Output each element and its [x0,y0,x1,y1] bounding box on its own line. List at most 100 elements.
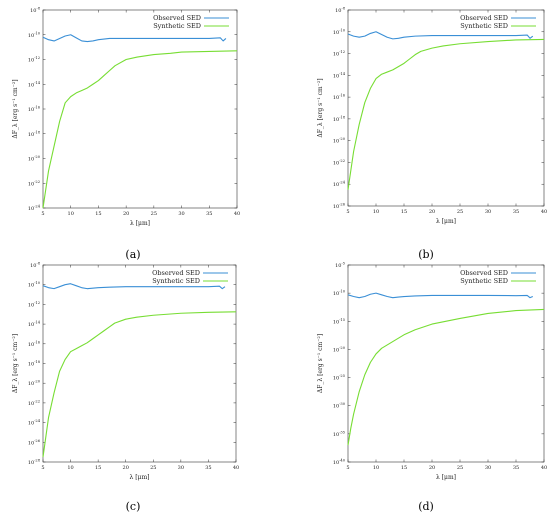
y-tick-exponent: -8 [36,262,40,266]
x-tick-label: 35 [513,465,519,471]
y-tick-exponent: -18 [339,115,346,119]
y-tick-label: 10-14 [333,72,346,80]
y-tick-exponent: -20 [34,380,41,384]
plot-frame [42,264,237,463]
y-tick-label: 10-18 [333,115,346,123]
y-tick-exponent: -16 [34,340,41,344]
x-tick-label: 20 [429,209,435,215]
panel-caption: (b) [418,248,434,261]
series-line-observed [42,34,227,43]
x-tick-label: 10 [373,209,379,215]
x-axis-label: λ [μm] [130,474,150,481]
y-tick-exponent: -10 [34,31,41,35]
y-tick-exponent: -5 [341,262,345,266]
series-line-synthetic [347,38,545,190]
y-tick-exponent: -16 [339,94,346,98]
y-tick-exponent: -20 [339,346,346,350]
y-tick-label: 10-22 [333,159,345,167]
legend-label: Synthetic SED [460,277,508,285]
x-tick-label: 30 [485,465,491,471]
x-tick-label: 25 [150,465,156,471]
series-line-synthetic [347,308,545,446]
x-tick-label: 25 [457,209,463,215]
x-tick-label: 35 [513,209,519,215]
y-tick-label: 10-30 [333,402,346,410]
chart-panel-1: 5 10 15 20 25 30 35 40 10-24 10-22 10-20 10-18 10-16… [12,7,240,262]
x-tick-label: 35 [205,465,211,471]
x-tick-label: 20 [123,211,129,217]
y-tick-label: 10-28 [28,459,41,467]
x-tick-label: 5 [41,211,44,217]
y-tick-label: 10-10 [333,290,346,298]
x-tick-label: 25 [457,465,463,471]
y-tick-exponent: -18 [34,130,41,134]
y-tick-label: 10-22 [28,180,40,188]
y-tick-exponent: -24 [34,419,41,423]
y-tick-exponent: -26 [34,439,41,443]
x-tick-label: 10 [67,465,73,471]
y-tick-exponent: -35 [339,430,346,434]
legend-label: Synthetic SED [153,22,201,30]
y-tick-exponent: -24 [339,181,346,185]
y-tick-label: 10-25 [333,374,346,382]
y-tick-label: 10-24 [28,205,41,213]
y-tick-label: 10-20 [333,137,346,145]
y-tick-label: 10-12 [28,301,40,309]
y-tick-exponent: -40 [339,459,346,463]
y-tick-label: 10-18 [28,360,41,368]
x-tick-label: 35 [206,211,212,217]
y-tick-label: 10-14 [28,81,41,89]
series-line-observed [42,283,226,290]
x-tick-label: 5 [346,465,349,471]
y-tick-exponent: -28 [34,459,41,463]
y-tick-label: 10-18 [28,130,41,138]
legend-label: Observed SED [460,14,508,22]
y-tick-label: 10-16 [28,340,41,348]
y-tick-exponent: -12 [34,301,40,305]
y-tick-label: 10-16 [28,106,41,114]
y-tick-label: 10-8 [30,262,41,270]
y-tick-label: 10-26 [333,203,346,211]
y-tick-exponent: -24 [34,205,41,209]
y-tick-label: 10-16 [333,94,346,102]
x-tick-label: 40 [541,465,547,471]
x-tick-label: 10 [68,211,74,217]
x-tick-label: 5 [346,209,349,215]
y-tick-label: 10-10 [333,28,346,36]
chart-panel-4: 5 10 15 20 25 30 35 40 10-40 10-35 10-30 10-25 10-20… [317,262,547,514]
plot-frame [347,9,545,207]
y-axis-label: ΔF_λ [erg s⁻¹ cm⁻²] [317,78,324,137]
y-tick-label: 10-12 [333,50,345,58]
y-tick-label: 10-24 [333,181,346,189]
x-axis-label: λ [μm] [130,220,150,227]
x-tick-label: 15 [95,211,101,217]
y-axis-label: ΔF_λ [erg s⁻¹ cm⁻²] [317,334,324,393]
x-tick-label: 40 [234,211,240,217]
panel-caption: (a) [125,248,140,261]
plot-frame [42,9,238,209]
x-tick-label: 15 [401,465,407,471]
y-tick-label: 10-24 [28,419,41,427]
y-tick-exponent: -10 [339,28,346,32]
series-line-observed [347,292,534,299]
y-tick-exponent: -12 [34,56,40,60]
chart-panel-2: 5 10 15 20 25 30 35 40 10-26 10-24 10-22 10-20 10-18… [317,7,547,262]
y-tick-exponent: -20 [339,137,346,141]
y-tick-exponent: -10 [339,290,346,294]
panel-caption: (c) [126,500,141,513]
plot-frame [347,264,545,463]
y-tick-exponent: -22 [34,180,40,184]
x-tick-label: 15 [95,465,101,471]
y-tick-exponent: -14 [34,81,41,85]
x-tick-label: 20 [429,465,435,471]
y-tick-label: 10-5 [335,262,346,270]
y-axis-label: ΔF_λ [erg s⁻¹ cm⁻²] [12,334,19,393]
y-tick-label: 10-40 [333,459,346,467]
y-tick-exponent: -15 [339,318,346,322]
y-tick-label: 10-12 [28,56,40,64]
x-tick-label: 30 [485,209,491,215]
legend-label: Observed SED [460,269,508,277]
legend-label: Synthetic SED [152,277,200,285]
y-tick-label: 10-8 [30,7,41,15]
